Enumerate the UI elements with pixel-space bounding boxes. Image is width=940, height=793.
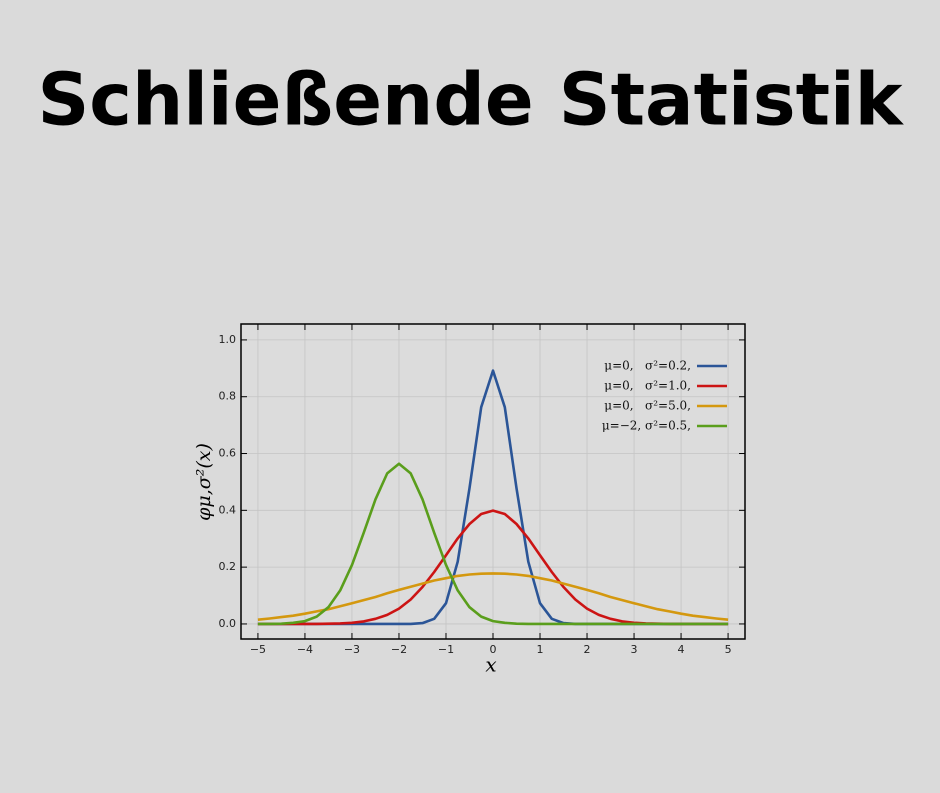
x-tick-label: 4 [678,643,685,656]
y-tick-label: 0.2 [219,560,237,573]
y-tick-label: 0.6 [219,447,237,460]
plot-frame [240,323,746,640]
x-tick-label: −2 [391,643,407,656]
y-tick-label: 0.4 [219,503,237,516]
legend-label: μ=0, σ²=1.0, [604,379,691,393]
x-tick-label: −3 [344,643,360,656]
y-tick-label: 0.8 [219,390,237,403]
x-axis-label: x [485,653,496,677]
title: Schließende Statistik [37,58,904,142]
x-tick-label: 0 [490,643,497,656]
x-tick-label: 2 [584,643,591,656]
legend-label: μ=0, σ²=0.2, [604,359,691,373]
x-tick-label: −5 [250,643,266,656]
legend-label: μ=0, σ²=5.0, [604,399,691,413]
legend-label: μ=−2, σ²=0.5, [602,419,691,433]
x-tick-label: 1 [537,643,544,656]
x-tick-label: 3 [631,643,638,656]
y-tick-label: 1.0 [219,333,237,346]
line-series [257,462,729,626]
line-series [257,572,729,621]
x-tick-label: −1 [438,643,454,656]
x-tick-label: −4 [297,643,313,656]
y-axis-label: φμ,σ²(x) [193,443,215,521]
y-tick-label: 0.0 [219,617,237,630]
x-tick-label: 5 [725,643,732,656]
